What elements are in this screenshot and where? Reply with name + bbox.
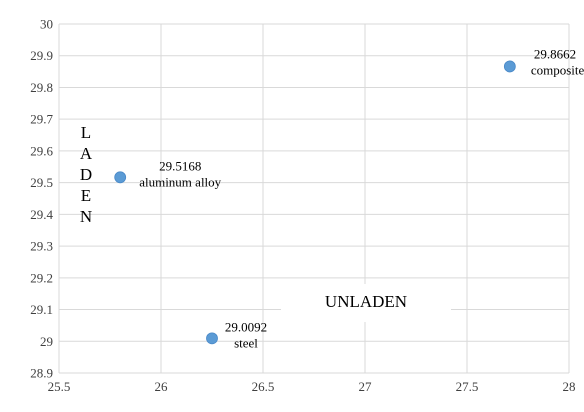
y-axis-title-letter: E xyxy=(81,186,91,205)
x-tick-label: 27 xyxy=(359,379,373,394)
y-tick-label: 30 xyxy=(40,17,53,32)
x-axis-title: UNLADEN xyxy=(325,292,407,311)
x-tick-label: 26.5 xyxy=(252,379,275,394)
y-tick-label: 29.9 xyxy=(30,48,53,63)
y-tick-label: 28.9 xyxy=(30,366,53,381)
x-axis-tick-labels: 25.5 26 26.5 27 27.5 28 xyxy=(48,379,576,394)
grid xyxy=(58,23,570,374)
y-tick-label: 29.3 xyxy=(30,239,53,254)
y-axis-title-letter: D xyxy=(80,165,92,184)
y-tick-label: 29.7 xyxy=(30,112,53,127)
x-tick-label: 25.5 xyxy=(48,379,71,394)
x-axis-title-group: UNLADEN xyxy=(281,284,451,322)
data-category-label: steel xyxy=(234,335,258,350)
data-point xyxy=(503,60,516,73)
y-axis-title-letter: L xyxy=(81,123,91,142)
y-axis-title-letter: N xyxy=(80,207,92,226)
x-tick-label: 26 xyxy=(155,379,169,394)
data-point xyxy=(206,332,218,345)
data-category-label: composite xyxy=(531,62,584,77)
y-tick-label: 29 xyxy=(40,334,53,349)
data-value-label: 29.8662 xyxy=(534,46,576,61)
data-point xyxy=(114,171,127,184)
y-axis-tick-labels: 28.9 29 29.1 29.2 29.3 29.4 29.5 29.6 29.7 29.8 29… xyxy=(30,17,53,381)
data-value-label: 29.5168 xyxy=(159,158,201,173)
y-axis-title-letter: A xyxy=(80,144,93,163)
x-axis-title-background xyxy=(281,284,451,322)
y-tick-label: 29.5 xyxy=(30,175,53,190)
data-points xyxy=(114,60,516,345)
y-tick-label: 29.8 xyxy=(30,80,53,95)
y-tick-label: 29.6 xyxy=(30,143,53,158)
y-tick-label: 29.4 xyxy=(30,207,53,222)
data-value-label: 29.0092 xyxy=(225,319,267,334)
y-axis-title: LADEN xyxy=(80,123,93,226)
data-category-label: aluminum alloy xyxy=(139,174,221,189)
x-tick-label: 28 xyxy=(563,379,576,394)
y-tick-label: 29.2 xyxy=(30,270,53,285)
y-tick-label: 29.1 xyxy=(30,302,53,317)
x-tick-label: 27.5 xyxy=(456,379,479,394)
